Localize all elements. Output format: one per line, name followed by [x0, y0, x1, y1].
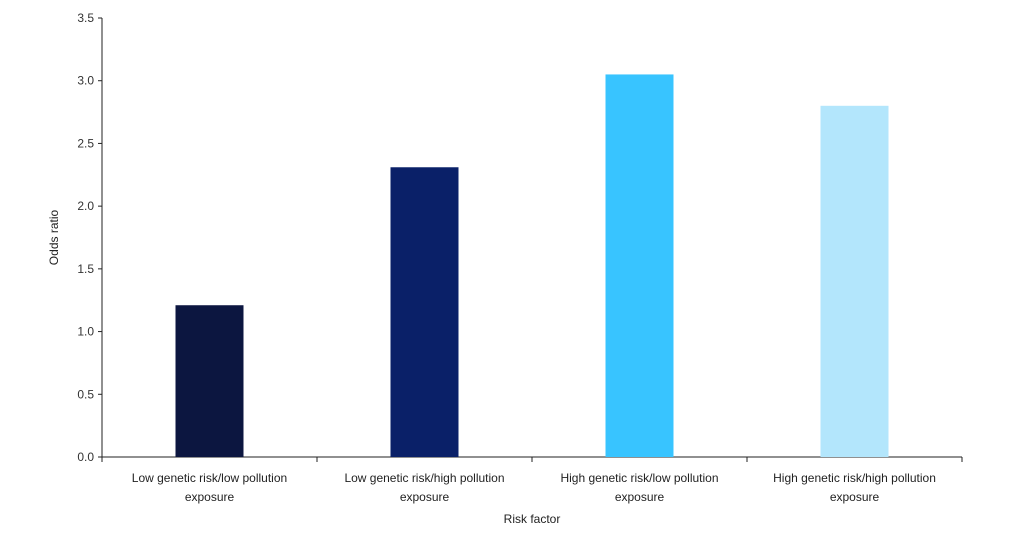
x-tick-label: High genetic risk/high pollution — [773, 471, 936, 485]
y-tick-label: 0.0 — [77, 450, 94, 464]
x-tick-label: Low genetic risk/high pollution — [344, 471, 504, 485]
bar-3 — [605, 74, 674, 457]
x-tick-label: exposure — [185, 490, 235, 504]
y-tick-label: 3.0 — [77, 74, 94, 88]
y-tick-label: 1.0 — [77, 325, 94, 339]
y-tick-label: 1.5 — [77, 262, 94, 276]
y-axis-title: Odds ratio — [47, 209, 61, 265]
bar-2 — [390, 167, 459, 457]
x-axis-title: Risk factor — [504, 512, 561, 526]
y-tick-label: 3.5 — [77, 11, 94, 25]
x-tick-label: exposure — [830, 490, 880, 504]
x-tick-label: exposure — [615, 490, 665, 504]
y-tick-label: 2.5 — [77, 136, 94, 150]
bar-1 — [175, 305, 244, 457]
x-tick-label: High genetic risk/low pollution — [560, 471, 718, 485]
x-tick-label: Low genetic risk/low pollution — [132, 471, 287, 485]
x-tick-label: exposure — [400, 490, 450, 504]
y-tick-label: 2.0 — [77, 199, 94, 213]
bar-4 — [820, 105, 889, 458]
y-tick-label: 0.5 — [77, 387, 94, 401]
